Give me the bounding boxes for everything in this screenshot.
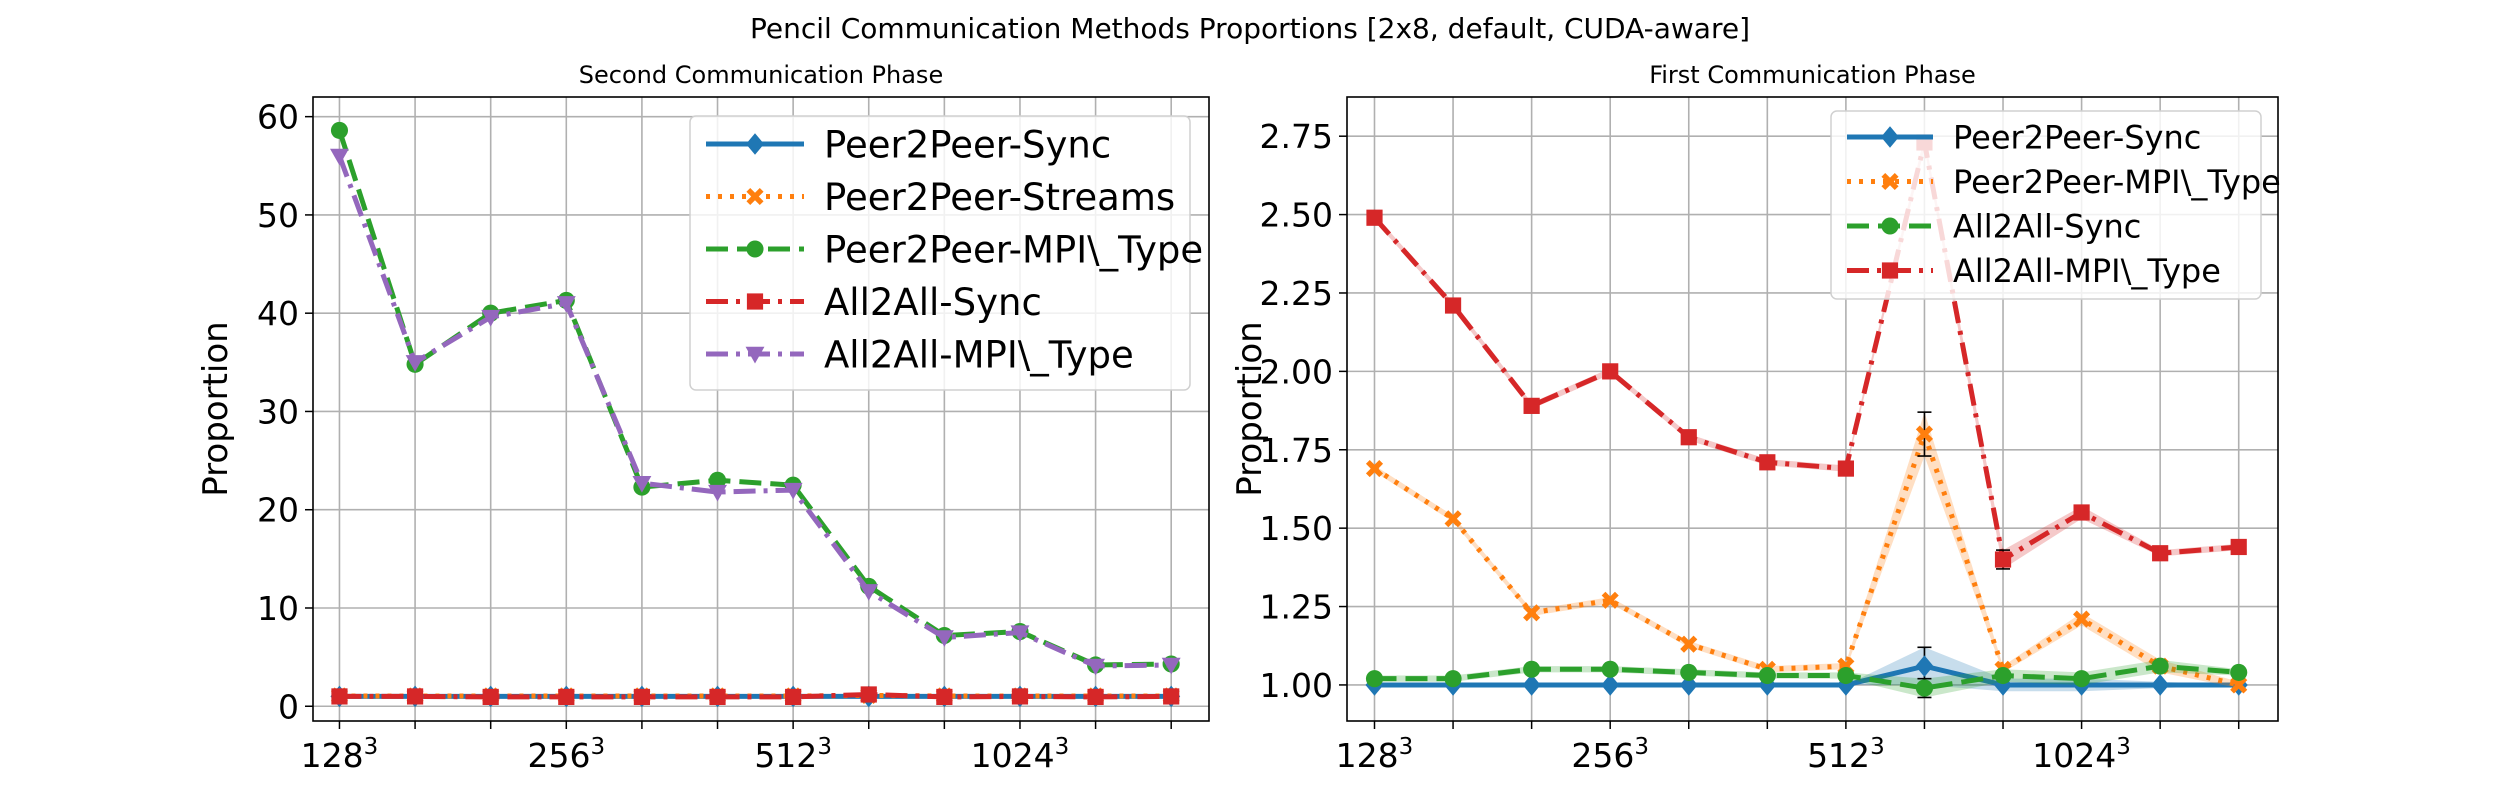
data-point: [2231, 539, 2247, 555]
data-point: [1445, 670, 1462, 687]
series-1: [330, 686, 1180, 708]
y-tick-label: 1.50: [1260, 509, 1333, 548]
y-tick-label: 20: [257, 491, 299, 530]
data-point: [936, 689, 952, 705]
y-tick-label: 1.00: [1260, 666, 1333, 705]
y-tick-label: 2.00: [1260, 352, 1333, 391]
data-point: [558, 689, 574, 705]
legend-marker: [1881, 217, 1898, 234]
y-tick-label: 1.75: [1260, 431, 1333, 470]
x-tick-label: 1283: [1336, 734, 1414, 775]
y-tick-label: 60: [257, 98, 299, 137]
legend-label: Peer2Peer-Streams: [824, 176, 1175, 219]
data-point: [2230, 664, 2247, 681]
series-3: [1366, 658, 2247, 698]
x-tick-label: 2563: [1571, 734, 1649, 775]
data-point: [407, 688, 423, 704]
data-point: [2152, 545, 2168, 561]
data-point: [1759, 454, 1775, 470]
data-point: [785, 689, 801, 705]
data-point: [1366, 210, 1382, 226]
data-point: [1366, 670, 1383, 687]
legend-marker: [1882, 262, 1898, 278]
panel-title: First Communication Phase: [1649, 61, 1976, 89]
data-point: [709, 689, 725, 705]
data-point: [1163, 688, 1179, 704]
y-tick-label: 2.50: [1260, 196, 1333, 235]
data-point: [2073, 504, 2089, 520]
legend-label: Peer2Peer-MPI\_Type: [824, 228, 1203, 271]
y-axis-label: Proportion: [196, 321, 236, 496]
series-line: [1374, 434, 2238, 685]
data-point: [2073, 670, 2090, 687]
data-point: [483, 689, 499, 705]
data-point: [634, 689, 650, 705]
data-point: [1445, 297, 1461, 313]
data-point: [330, 149, 349, 166]
x-tick-label: 5123: [1807, 734, 1885, 775]
chart-panel-1: Second Communication Phase 0 10 20 30 40 50 60 1…: [196, 61, 1209, 775]
y-tick-label: 1.25: [1260, 588, 1333, 627]
series-2: [1366, 412, 2247, 693]
data-point: [2152, 658, 2169, 675]
data-point: [1012, 688, 1028, 704]
legend-label: All2All-MPI\_Type: [1953, 252, 2221, 290]
legend-label: Peer2Peer-Sync: [1953, 119, 2201, 157]
figure-title: Pencil Communication Methods Proportions…: [0, 12, 2500, 45]
chart-panel-2: First Communication Phase 1.00 1.25 1.50 1.7…: [1230, 61, 2281, 775]
legend-label: All2All-Sync: [824, 281, 1042, 324]
data-point: [1602, 363, 1618, 379]
y-tick-label: 40: [257, 294, 299, 333]
data-point: [1602, 661, 1619, 678]
legend: Peer2Peer-Sync Peer2Peer-MPI\_Type All2All…: [1831, 111, 2281, 299]
data-point: [1681, 429, 1697, 445]
error-band: [1374, 412, 2238, 688]
data-point: [1995, 551, 2011, 567]
data-point: [1759, 667, 1776, 684]
legend: Peer2Peer-Sync Peer2Peer-Streams Peer2Peer…: [690, 116, 1203, 390]
data-point: [1838, 460, 1854, 476]
data-point: [1837, 667, 1854, 684]
x-tick-label: 10243: [2032, 734, 2131, 775]
y-tick-label: 2.75: [1260, 117, 1333, 156]
data-point: [1087, 689, 1103, 705]
x-tick-label: 5123: [754, 734, 832, 775]
y-tick-label: 30: [257, 392, 299, 431]
x-tick-label: 2563: [527, 734, 605, 775]
x-tick-label: 10243: [971, 734, 1070, 775]
legend-marker: [746, 240, 763, 257]
data-point: [861, 686, 877, 702]
data-point: [1680, 664, 1697, 681]
y-axis-label: Proportion: [1230, 321, 1270, 496]
legend-label: Peer2Peer-MPI\_Type: [1953, 163, 2281, 201]
legend-label: Peer2Peer-Sync: [824, 123, 1111, 166]
data-point: [1524, 398, 1540, 414]
y-tick-label: 10: [257, 589, 299, 628]
data-point: [2151, 674, 2169, 696]
legend-marker: [747, 293, 763, 309]
y-tick-label: 0: [278, 687, 299, 726]
data-point: [1916, 680, 1933, 697]
y-tick-label: 50: [257, 196, 299, 235]
data-point: [331, 122, 348, 139]
x-tick-label: 1283: [301, 734, 379, 775]
data-point: [1994, 667, 2011, 684]
panel-title: Second Communication Phase: [579, 61, 943, 89]
y-tick-label: 2.25: [1260, 274, 1333, 313]
data-point: [1523, 661, 1540, 678]
legend-label: All2All-MPI\_Type: [824, 333, 1134, 376]
legend-label: All2All-Sync: [1953, 208, 2141, 246]
data-point: [331, 688, 347, 704]
